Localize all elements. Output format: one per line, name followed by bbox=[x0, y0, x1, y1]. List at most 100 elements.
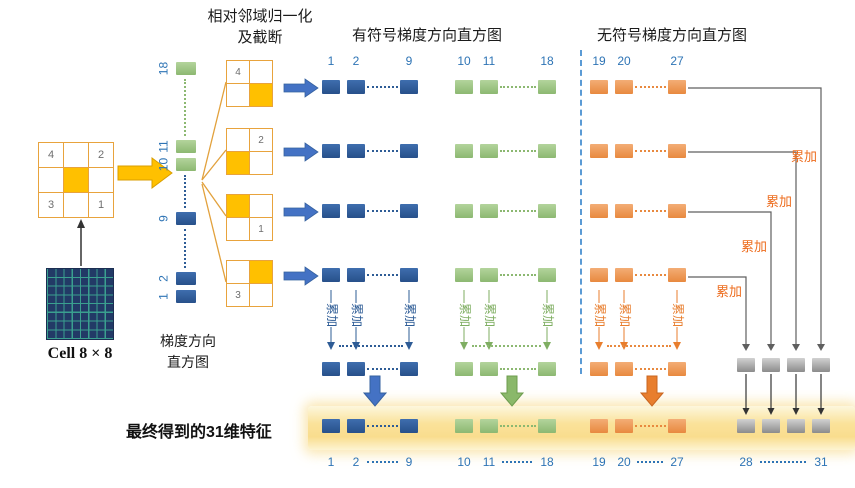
axis-label: 10 bbox=[457, 455, 471, 469]
ellipsis-dots bbox=[500, 368, 536, 370]
histogram-bin bbox=[668, 204, 686, 218]
final-feature-bin bbox=[538, 419, 556, 433]
accumulated-bin bbox=[322, 362, 340, 376]
texture-connector-heads bbox=[742, 344, 825, 351]
accumulate-label: 累加 bbox=[403, 303, 417, 327]
histogram-bin bbox=[480, 144, 498, 158]
normalize-title-line2: 及截断 bbox=[237, 29, 283, 46]
cell-to-grid-arrow bbox=[77, 219, 85, 266]
histogram-bin bbox=[668, 144, 686, 158]
histogram-bin bbox=[400, 80, 418, 94]
hist-axis-label: 1 bbox=[156, 293, 171, 300]
gradient-histogram-label-line1: 梯度方向 bbox=[160, 333, 216, 349]
histogram-bin bbox=[400, 144, 418, 158]
final-feature-bin bbox=[400, 419, 418, 433]
histogram-bin bbox=[455, 144, 473, 158]
accumulate-label: 累加 bbox=[766, 194, 792, 209]
ellipsis-dots bbox=[472, 345, 541, 347]
accumulate-label: 累加 bbox=[458, 303, 472, 327]
histogram-bin bbox=[322, 144, 340, 158]
gradient-histogram-bin bbox=[176, 212, 196, 225]
histogram-bin bbox=[615, 144, 633, 158]
ellipsis-dots bbox=[184, 79, 186, 136]
texture-feature-square bbox=[762, 358, 780, 372]
accumulate-orange: 累加 累加 累加 bbox=[593, 290, 685, 350]
texture-feature-square bbox=[812, 358, 830, 372]
col-label: 19 bbox=[592, 54, 606, 68]
grid-cell bbox=[250, 284, 272, 306]
cell-8x8-image bbox=[46, 268, 114, 340]
current-cell bbox=[64, 168, 88, 192]
axis-label: 11 bbox=[482, 455, 496, 469]
final-feature-bin bbox=[787, 419, 805, 433]
row-arrow-3 bbox=[283, 202, 319, 222]
histogram-bin bbox=[590, 204, 608, 218]
histogram-bin bbox=[668, 80, 686, 94]
histogram-bin bbox=[480, 268, 498, 282]
gradient-histogram-label: 梯度方向 直方图 bbox=[140, 331, 236, 373]
histogram-bin bbox=[538, 144, 556, 158]
ellipsis-dots bbox=[367, 150, 398, 152]
normalize-title: 相对邻域归一化 及截断 bbox=[190, 6, 330, 48]
col-label: 9 bbox=[405, 54, 413, 68]
histogram-bin bbox=[615, 268, 633, 282]
accumulate-label: 累加 bbox=[671, 303, 685, 327]
grid-cell: 4 bbox=[227, 61, 249, 83]
hist-axis-label: 9 bbox=[156, 215, 171, 222]
ellipsis-dots bbox=[367, 274, 398, 276]
accumulate-right-labels: 累加 累加 累加 累加 bbox=[716, 149, 817, 299]
grid-cell bbox=[227, 218, 249, 240]
final-feature-bin bbox=[668, 419, 686, 433]
big-arrow-orange bbox=[639, 375, 665, 407]
ellipsis-dots bbox=[367, 210, 398, 212]
col-label: 2 bbox=[352, 54, 360, 68]
grid-cell bbox=[227, 129, 249, 151]
histogram-bin bbox=[322, 268, 340, 282]
gray-to-bar-arrows bbox=[745, 374, 822, 409]
final-feature-bin bbox=[615, 419, 633, 433]
histogram-bin bbox=[455, 204, 473, 218]
ellipsis-dots bbox=[367, 368, 398, 370]
ellipsis-dots bbox=[635, 274, 666, 276]
cell-8x8-label: Cell 8 × 8 bbox=[47, 345, 113, 362]
row-arrow-2 bbox=[283, 142, 319, 162]
accumulated-bin bbox=[590, 362, 608, 376]
grid-cell bbox=[39, 168, 63, 192]
current-cell bbox=[250, 261, 272, 283]
accumulate-label: 累加 bbox=[791, 149, 817, 164]
final-feature-bin bbox=[590, 419, 608, 433]
ellipsis-dots bbox=[637, 461, 663, 463]
histogram-bin bbox=[590, 268, 608, 282]
ellipsis-dots bbox=[500, 150, 536, 152]
final-feature-bin bbox=[812, 419, 830, 433]
histogram-bin bbox=[322, 204, 340, 218]
grid-cell bbox=[250, 61, 272, 83]
accumulated-bin bbox=[615, 362, 633, 376]
accumulate-label: 累加 bbox=[350, 303, 364, 327]
col-label: 1 bbox=[327, 54, 335, 68]
col-label: 11 bbox=[482, 54, 496, 68]
grid-cell bbox=[250, 152, 272, 174]
grid-cell bbox=[227, 261, 249, 283]
final-feature-bin bbox=[762, 419, 780, 433]
axis-label: 1 bbox=[327, 455, 335, 469]
big-arrow-blue bbox=[362, 375, 388, 407]
fan-lines bbox=[201, 81, 227, 283]
accumulate-label: 累加 bbox=[741, 239, 767, 254]
final-feature-label: 最终得到的31维特征 bbox=[126, 424, 272, 441]
histogram-bin bbox=[480, 80, 498, 94]
big-arrow-green bbox=[499, 375, 525, 407]
ellipsis-dots bbox=[635, 86, 666, 88]
grid-cell bbox=[250, 195, 272, 217]
histogram-bin bbox=[347, 80, 365, 94]
current-cell bbox=[250, 84, 272, 106]
grid-cell: 3 bbox=[227, 284, 249, 306]
axis-label: 19 bbox=[592, 455, 606, 469]
accumulate-blue: 累加 累加 累加 bbox=[325, 290, 417, 350]
accumulated-bin bbox=[480, 362, 498, 376]
grid-cell bbox=[64, 143, 88, 167]
accumulate-label: 累加 bbox=[593, 303, 607, 327]
histogram-bin bbox=[400, 204, 418, 218]
axis-label: 9 bbox=[405, 455, 413, 469]
